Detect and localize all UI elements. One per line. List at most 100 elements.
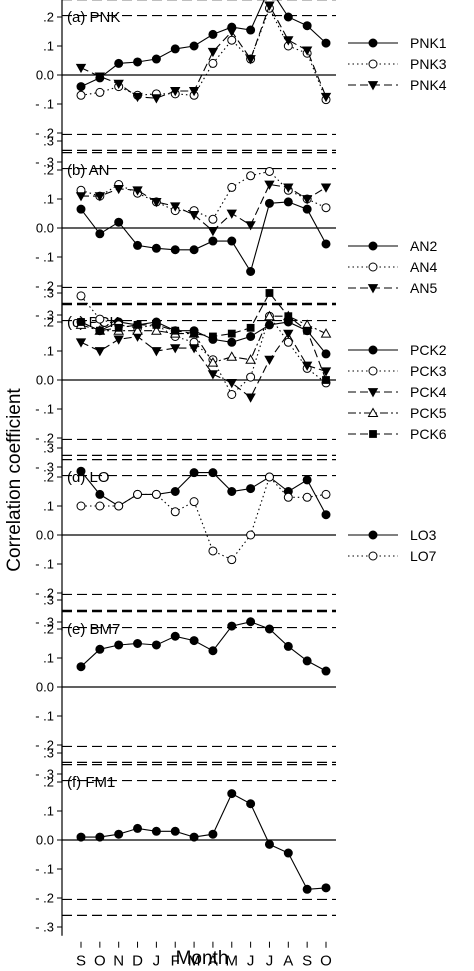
series-line-PCK4 [80, 332, 327, 399]
data-point-AN5 [264, 180, 275, 190]
data-point-PCK5 [264, 310, 275, 321]
data-point-LO7 [133, 489, 143, 499]
data-point-LO7 [283, 492, 293, 502]
data-point-BM7 [246, 617, 256, 627]
data-point-AN5 [188, 211, 200, 221]
data-point-FM1 [302, 884, 312, 894]
data-point-LO3 [302, 475, 312, 485]
data-point-PNK4 [226, 27, 237, 37]
data-point-AN4 [246, 171, 256, 181]
data-point-AN2 [208, 236, 218, 246]
data-point-PNK1 [170, 44, 180, 54]
x-tick-label: S [76, 953, 86, 970]
legend-label-AN2: AN2 [410, 238, 437, 254]
data-point-PNK1 [133, 57, 143, 67]
panel-label: (b) AN [67, 162, 110, 179]
data-point-AN5 [151, 197, 162, 208]
data-point-PCK4 [207, 370, 219, 380]
x-tick-label: O [94, 953, 106, 970]
data-point-AN2 [227, 236, 237, 246]
data-point-FM1 [321, 883, 331, 893]
y-tick-label: 0.0 [36, 528, 54, 543]
legend-label-PNK3: PNK3 [410, 56, 447, 72]
data-point-PCK3 [246, 372, 256, 382]
data-point-AN5 [226, 209, 237, 219]
x-tick-label: D [132, 953, 143, 970]
legend-marker-PCK4 [367, 388, 379, 398]
x-axis-title: Month [176, 948, 229, 969]
legend-marker-PNK3 [368, 59, 378, 69]
data-point-PNK4 [320, 92, 332, 103]
data-point-BM7 [114, 640, 124, 650]
legend-marker-PCK5 [367, 407, 379, 417]
data-point-PNK1 [208, 29, 218, 39]
x-tick-label: J [266, 953, 274, 970]
y-tick-label: .1 [43, 344, 54, 359]
data-point-AN2 [151, 243, 161, 253]
x-tick-label: M [188, 953, 201, 970]
data-point-PNK3 [76, 90, 86, 100]
data-point-LO3 [76, 466, 86, 476]
data-point-LO3 [246, 484, 256, 494]
data-point-PCK3 [76, 291, 86, 301]
y-tick-label: 0.0 [36, 221, 54, 236]
data-point-AN5 [94, 192, 106, 202]
data-point-LO3 [208, 468, 218, 478]
x-tick-label: J [247, 953, 255, 970]
y-tick-label: 0.0 [36, 373, 54, 388]
panel-2: - .3 - .2 - .1 0.0 .1 .2 .3 (b) AN AN2 AN4 AN5 [35, 132, 437, 324]
data-point-LO3 [95, 489, 105, 499]
y-tick-label: - .2 [35, 586, 54, 601]
data-point-LO7 [76, 501, 86, 511]
y-tick-label: .3 [43, 746, 54, 761]
panels-group: - .3 - .2 - .1 0.0 .1 .2 .3 (a) PNK PNK1 PNK3 PNK4… [35, 0, 447, 970]
data-point-PCK5 [151, 325, 162, 335]
data-point-AN2 [189, 245, 199, 255]
panel-label: (e) BM7 [67, 621, 120, 638]
data-point-FM1 [246, 799, 256, 809]
panel-label: (d) LO [67, 469, 110, 486]
data-point-PCK6 [171, 326, 180, 335]
legend-marker-AN2 [368, 241, 378, 251]
y-tick-label: - .3 [35, 767, 54, 782]
legend-marker-AN5 [367, 284, 379, 294]
data-point-LO7 [302, 492, 312, 502]
data-point-PCK4 [170, 344, 181, 354]
data-point-FM1 [95, 832, 105, 842]
data-point-PNK1 [114, 58, 124, 68]
data-point-PCK4 [94, 347, 106, 357]
y-tick-label: - .2 [35, 126, 54, 141]
y-tick-label: - .2 [35, 738, 54, 753]
y-tick-label: - .2 [35, 891, 54, 906]
y-tick-label: - .2 [35, 431, 54, 446]
data-point-FM1 [189, 832, 199, 842]
data-point-PNK4 [188, 87, 200, 97]
y-tick-label: .2 [43, 315, 54, 330]
data-point-AN5 [283, 183, 294, 193]
panel-6: - .3 - .2 - .1 0.0 .1 .2 .3 (f) FM1 [35, 744, 336, 936]
legend-label-PNK4: PNK4 [410, 77, 447, 93]
data-point-PCK6 [209, 332, 217, 341]
legend-marker-PNK1 [368, 38, 378, 48]
data-point-PNK4 [151, 94, 162, 104]
data-point-FM1 [227, 789, 237, 799]
data-point-PCK4 [226, 378, 237, 389]
legend-label-PNK1: PNK1 [410, 35, 447, 51]
data-point-LO7 [246, 530, 256, 540]
data-point-PNK1 [283, 12, 293, 22]
y-tick-label: - .1 [35, 250, 54, 265]
data-point-PNK3 [208, 58, 218, 68]
x-tick-label: O [320, 953, 332, 970]
y-tick-label: .3 [43, 441, 54, 456]
x-tick-label: J [153, 953, 161, 970]
y-tick-label: - .3 [35, 460, 54, 475]
panel-1: - .3 - .2 - .1 0.0 .1 .2 .3 (a) PNK PNK1 PNK3 PNK4 [35, 0, 447, 171]
data-point-PCK4 [283, 329, 294, 339]
data-point-PCK2 [227, 337, 237, 347]
data-point-PCK6 [284, 312, 293, 321]
data-point-PCK5 [226, 351, 238, 361]
data-point-PNK3 [95, 87, 105, 97]
data-point-FM1 [151, 826, 161, 836]
data-point-LO7 [264, 472, 274, 482]
